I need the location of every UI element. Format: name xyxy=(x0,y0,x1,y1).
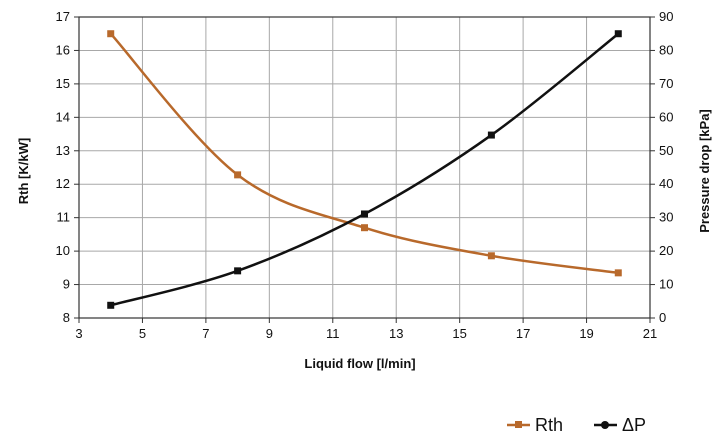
y-right-tick-label-6: 60 xyxy=(659,109,673,124)
y-right-tick-label-8: 80 xyxy=(659,42,673,57)
x-tick-label-3: 9 xyxy=(266,326,273,341)
x-tick-label-5: 13 xyxy=(389,326,403,341)
legend-marker-delta-p xyxy=(601,421,609,429)
axes-layer: 3 5 7 9 11 13 15 17 19 21 8 9 10 11 12 13 14 15 16 17 0 10 20 3… xyxy=(56,9,674,341)
x-tick-label-2: 7 xyxy=(202,326,209,341)
data-point-delta-p-3 xyxy=(487,131,495,139)
y-left-tick-label-9: 17 xyxy=(56,9,70,24)
y-right-tick-label-4: 40 xyxy=(659,176,673,191)
x-tick-label-6: 15 xyxy=(452,326,466,341)
data-point-rth-2 xyxy=(361,224,368,232)
legend-label-rth: Rth xyxy=(535,415,563,435)
x-tick-label-9: 21 xyxy=(643,326,657,341)
grid-layer xyxy=(78,16,651,319)
legend-item-rth: Rth xyxy=(507,415,563,435)
y-left-tick-label-3: 11 xyxy=(57,210,71,225)
data-point-delta-p-2 xyxy=(361,210,368,218)
y-right-tick-label-3: 30 xyxy=(659,210,673,225)
plot-frame xyxy=(78,16,651,319)
x-tick-label-0: 3 xyxy=(75,326,82,341)
y-right-tick-label-2: 20 xyxy=(659,243,673,258)
y-right-tick-label-5: 50 xyxy=(659,143,673,158)
left-y-axis-title: Rth [K/kW] xyxy=(16,138,31,204)
x-axis-title: Liquid flow [l/min] xyxy=(304,356,415,371)
data-point-rth-0 xyxy=(107,30,115,38)
x-tick-label-7: 17 xyxy=(516,326,530,341)
y-left-tick-label-5: 13 xyxy=(56,143,70,158)
legend-item-delta-p: ΔP xyxy=(594,415,646,435)
data-point-delta-p-1 xyxy=(234,267,242,275)
y-left-tick-label-2: 10 xyxy=(56,243,70,258)
legend: Rth ΔP xyxy=(507,415,646,435)
x-tick-label-4: 11 xyxy=(326,326,340,341)
y-left-tick-label-7: 15 xyxy=(56,76,70,91)
data-point-delta-p-0 xyxy=(107,301,115,309)
y-left-tick-label-1: 9 xyxy=(63,277,70,292)
y-left-tick-label-8: 16 xyxy=(56,42,70,57)
y-left-tick-label-0: 8 xyxy=(63,310,70,325)
data-point-rth-4 xyxy=(614,269,622,277)
legend-marker-rth xyxy=(515,421,522,428)
y-left-tick-label-4: 12 xyxy=(56,176,70,191)
series-layer xyxy=(107,30,622,309)
y-right-tick-label-9: 90 xyxy=(659,9,673,24)
y-left-tick-label-6: 14 xyxy=(56,109,70,124)
data-point-rth-1 xyxy=(234,171,242,179)
x-tick-label-8: 19 xyxy=(579,326,593,341)
y-right-tick-label-1: 10 xyxy=(659,277,673,292)
series-line-rth xyxy=(109,32,619,275)
y-right-tick-label-0: 0 xyxy=(659,310,666,325)
y-right-tick-label-7: 70 xyxy=(659,76,673,91)
x-tick-label-1: 5 xyxy=(139,326,146,341)
data-point-delta-p-4 xyxy=(614,30,622,38)
right-y-axis-title: Pressure drop [kPa] xyxy=(697,109,712,233)
data-point-rth-3 xyxy=(487,252,495,260)
legend-label-delta-p: ΔP xyxy=(622,415,646,435)
